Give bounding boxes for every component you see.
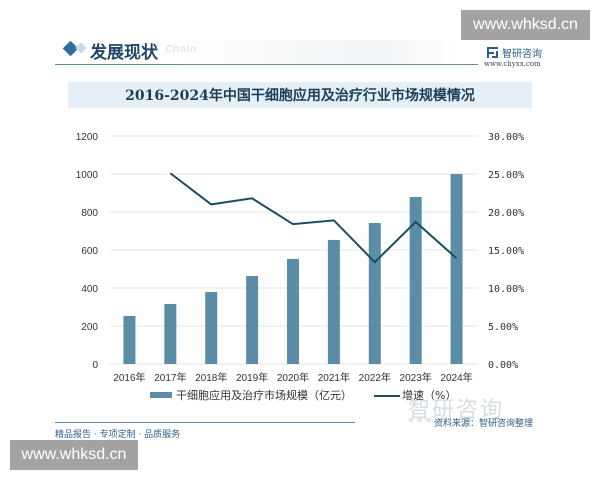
x-tick: 2022年 — [359, 371, 391, 384]
y-right-tick: 5.00% — [488, 322, 518, 333]
y-right-tick: 0.00% — [488, 360, 518, 371]
growth-line — [169, 172, 458, 264]
section-ghost-text: Chain — [165, 44, 197, 55]
brand-logo-icon — [487, 47, 498, 58]
legend-line-label: 增速（%） — [402, 388, 456, 402]
bar — [123, 315, 136, 364]
y-right-tick: 25.00% — [488, 170, 524, 181]
y-left-tick: 0 — [92, 360, 98, 371]
header-divider-right — [178, 64, 478, 65]
section-title: 发展现状 — [90, 43, 158, 63]
bar — [368, 223, 381, 364]
y-left-tick: 1000 — [76, 170, 99, 181]
y-left-tick: 1200 — [76, 132, 99, 143]
bar — [287, 258, 299, 364]
brand-url: www.chyxx.com — [484, 60, 541, 68]
y-right-tick: 20.00% — [488, 208, 524, 219]
ghost-brand-watermark: 智研咨询 — [408, 398, 505, 423]
bar — [164, 303, 177, 364]
watermark-bottom: www.whksd.cn — [10, 440, 138, 470]
y-right-tick: 30.00% — [488, 132, 524, 143]
chart-title-bar: 2016-2024年中国干细胞应用及治疗行业市场规模情况 — [68, 82, 532, 108]
y-left-tick: 200 — [81, 322, 98, 333]
x-tick: 2020年 — [277, 371, 309, 384]
x-tick: 2023年 — [400, 371, 432, 384]
bar — [205, 291, 218, 364]
x-tick: 2021年 — [318, 371, 350, 384]
footer-slogan: 精品报告 · 专项定制 · 品质服务 — [55, 430, 181, 440]
watermark-top: www.whksd.cn — [461, 10, 590, 40]
y-left-tick: 600 — [81, 246, 98, 257]
footer-source: 资料来源：智研咨询整理 — [434, 419, 534, 429]
bar — [409, 196, 422, 364]
bar — [450, 174, 463, 364]
header-divider — [55, 64, 178, 65]
legend-bar-label: 干细胞应用及治疗市场规模（亿元） — [176, 388, 352, 402]
brand: 智研咨询 — [487, 45, 542, 60]
header-fade — [178, 40, 458, 64]
bar — [327, 239, 340, 364]
x-tick: 2016年 — [113, 371, 145, 384]
x-tick: 2024年 — [440, 371, 472, 384]
legend-bar-swatch — [150, 392, 172, 398]
ghost-url-watermark: www.chyxx.com — [408, 416, 504, 424]
footer-divider — [55, 422, 355, 423]
x-tick: 2018年 — [195, 371, 227, 384]
x-tick: 2019年 — [236, 371, 268, 384]
x-tick: 2017年 — [154, 371, 186, 384]
y-right-tick: 10.00% — [488, 284, 524, 295]
y-left-tick: 800 — [81, 208, 98, 219]
y-left-tick: 400 — [81, 284, 98, 295]
bar — [246, 276, 259, 364]
brand-name: 智研咨询 — [502, 49, 542, 60]
chart-title: 2016-2024年中国干细胞应用及治疗行业市场规模情况 — [125, 88, 475, 104]
y-right-tick: 15.00% — [488, 246, 524, 257]
